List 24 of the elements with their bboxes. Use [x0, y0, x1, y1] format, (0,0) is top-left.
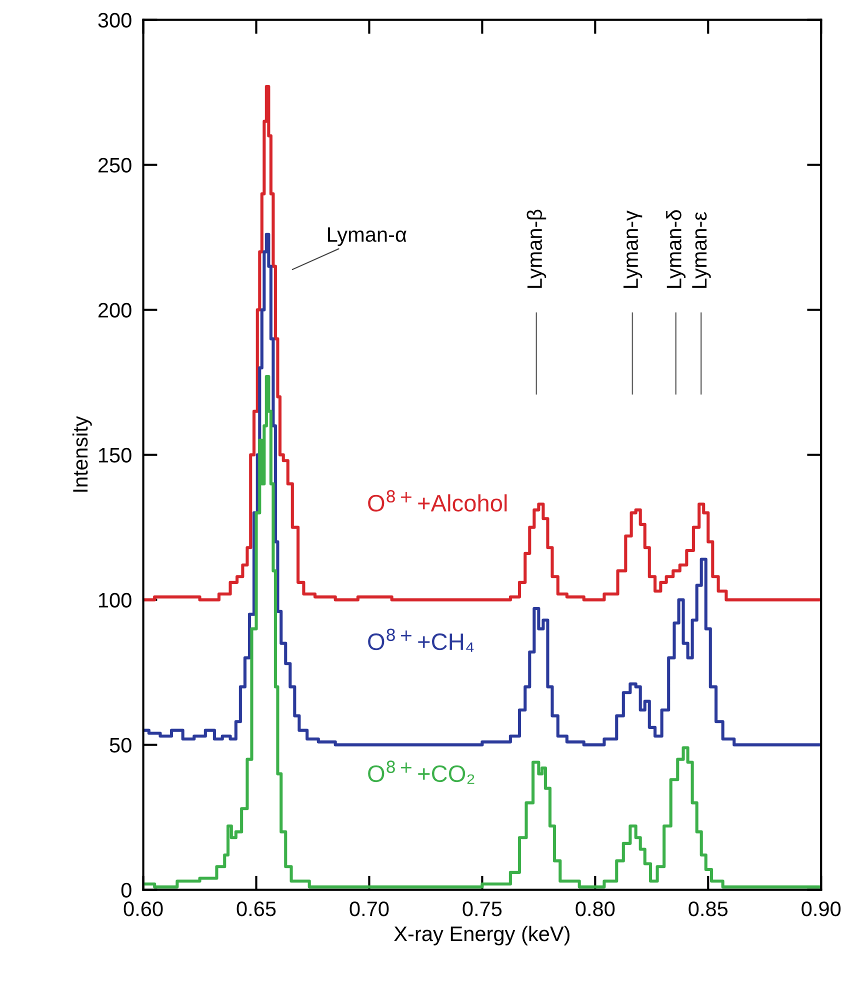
x-tick-label: 0.65 — [236, 901, 276, 916]
y-tick-label: 0 — [121, 882, 132, 898]
ref-line-label: Lyman-δ — [666, 210, 686, 288]
y-tick-label: 50 — [110, 738, 132, 753]
x-axis-title: X-ray Energy (keV) — [394, 926, 570, 946]
y-axis-title: Intensity — [72, 416, 92, 492]
x-tick-label: 0.75 — [462, 901, 502, 916]
ref-line-label: Lyman-ε — [692, 212, 711, 288]
series-label: O$^{8+}$+Alcohol — [368, 490, 507, 512]
ref-line-label: Lyman-β — [526, 210, 546, 288]
annotation: Lyman-α — [328, 227, 406, 246]
y-tick-label: 150 — [99, 448, 132, 463]
x-tick-label: 0.85 — [688, 901, 728, 916]
y-tick-label: 250 — [98, 158, 132, 173]
y-tick-label: 100 — [99, 592, 132, 608]
x-tick-label: 0.70 — [350, 901, 389, 916]
x-tick-label: 0.60 — [124, 901, 163, 916]
text: O$^{8+}$+CO₂ — [368, 760, 474, 784]
y-tick-label: 300 — [98, 12, 132, 28]
ref-line-label: Lyman-γ — [624, 210, 642, 288]
x-tick-label: 0.80 — [576, 901, 615, 916]
x-tick-label: 0.90 — [802, 901, 841, 916]
y-tick-label: 200 — [98, 302, 132, 318]
text: O$^{8+}$+CH₄ — [368, 628, 474, 652]
